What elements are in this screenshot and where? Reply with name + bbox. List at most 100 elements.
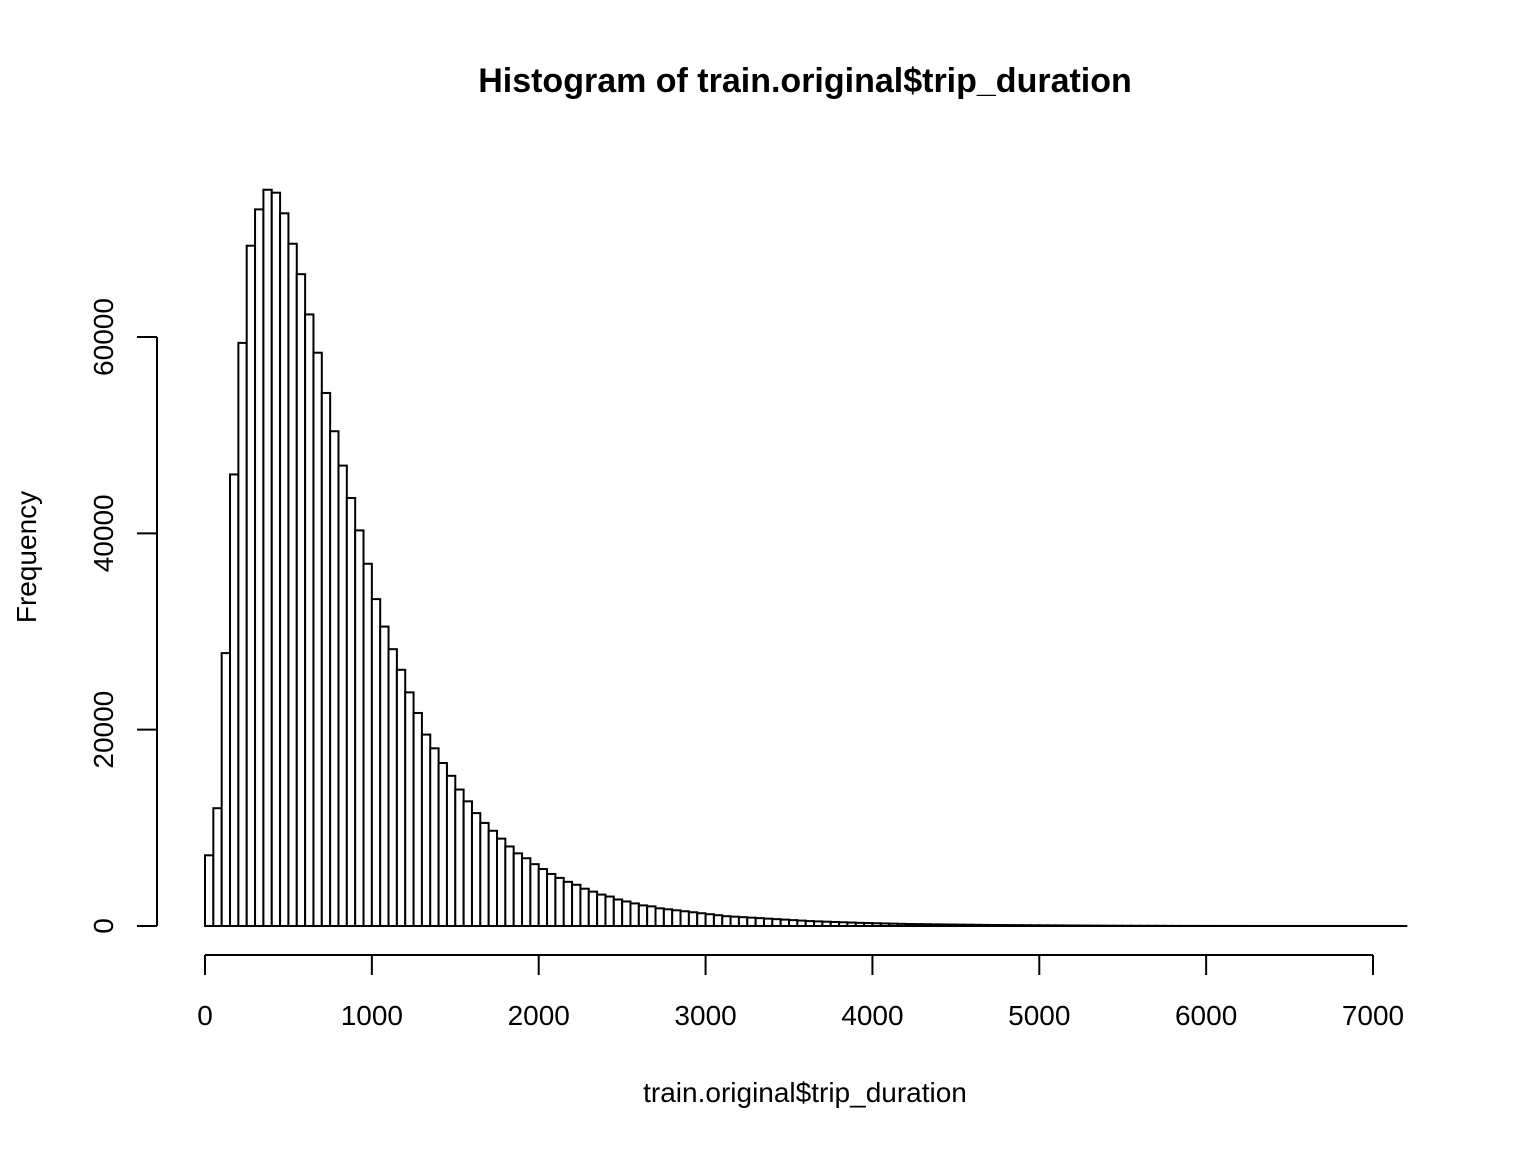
histogram-bar xyxy=(462,800,473,927)
histogram-bar xyxy=(871,922,882,928)
histogram-bar xyxy=(704,913,715,927)
histogram-bar xyxy=(721,915,732,928)
histogram-bar xyxy=(479,821,490,927)
histogram-bar xyxy=(821,920,832,927)
histogram-bar xyxy=(379,625,390,927)
histogram-bar xyxy=(512,852,524,928)
histogram-bar xyxy=(1054,924,1066,928)
x-tick-label: 2000 xyxy=(508,1000,570,1031)
histogram-bar xyxy=(237,341,248,927)
x-tick-label: 7000 xyxy=(1342,1000,1404,1031)
histogram-bar xyxy=(904,923,916,928)
histogram-bar xyxy=(370,598,382,927)
x-tick-label: 3000 xyxy=(674,1000,736,1031)
x-tick-label: 0 xyxy=(197,1000,213,1031)
histogram-bar xyxy=(754,917,765,928)
x-tick-label: 4000 xyxy=(841,1000,903,1031)
histogram-bar xyxy=(879,922,891,928)
histogram-bar xyxy=(470,812,482,928)
chart-title: Histogram of train.original$trip_duratio… xyxy=(478,62,1132,100)
histogram-bar xyxy=(762,917,774,928)
histogram-bar xyxy=(696,912,707,928)
histogram-bar xyxy=(662,908,674,927)
histogram-bar xyxy=(345,496,357,927)
histogram-bar xyxy=(846,921,857,927)
histogram-bar xyxy=(445,774,457,927)
histogram-bar xyxy=(571,883,582,928)
histogram-bar xyxy=(913,923,924,927)
histogram-bar xyxy=(654,907,665,928)
histogram-bar xyxy=(337,464,348,927)
histogram-bar xyxy=(454,788,465,927)
histogram-bar xyxy=(1029,924,1041,927)
histogram-bar xyxy=(404,691,415,928)
histogram-bar xyxy=(504,845,515,927)
histogram-bar xyxy=(712,914,724,927)
histogram-bar xyxy=(1021,924,1032,927)
histogram-bar xyxy=(863,922,874,927)
histogram-bar xyxy=(587,890,599,927)
histogram-bar xyxy=(312,351,323,927)
y-tick-label: 0 xyxy=(88,918,119,934)
histogram-bar xyxy=(1046,924,1057,928)
histogram-bar xyxy=(729,915,740,928)
histogram-bar xyxy=(579,887,590,927)
x-axis: 0 1000 2000 3000 4000 5000 6000 7000 xyxy=(197,954,1404,1031)
histogram-bar xyxy=(204,854,215,928)
histogram-bar xyxy=(220,652,232,927)
y-axis: 0 20000 40000 60000 xyxy=(88,298,158,934)
histogram-bar xyxy=(888,922,899,927)
histogram-bar xyxy=(779,918,791,927)
histogram-bar xyxy=(629,902,640,928)
histogram-bar xyxy=(254,208,265,927)
histogram-bar xyxy=(529,863,540,928)
histogram-bar xyxy=(537,868,549,928)
histogram-bar xyxy=(387,648,398,927)
x-axis-label: train.original$trip_duration xyxy=(643,1077,967,1108)
histogram-bar xyxy=(946,923,957,928)
histogram-bars xyxy=(204,188,1408,928)
histogram-bar xyxy=(546,872,557,928)
histogram-bar xyxy=(746,916,757,927)
x-tick-label: 5000 xyxy=(1008,1000,1070,1031)
histogram-bar xyxy=(687,911,699,927)
histogram-bar xyxy=(429,747,440,928)
histogram-bar xyxy=(1063,924,1074,927)
histogram-bar xyxy=(896,922,907,927)
histogram-bar xyxy=(771,918,782,928)
histogram-bar xyxy=(621,900,632,927)
histogram-bar xyxy=(671,909,682,928)
histogram-bar xyxy=(554,876,565,927)
histogram-bar xyxy=(988,924,999,927)
histogram-bar xyxy=(320,391,332,927)
y-tick-label: 40000 xyxy=(88,494,119,572)
histogram-bar xyxy=(921,923,932,927)
histogram-bar xyxy=(562,880,574,928)
histogram-bar xyxy=(737,916,749,927)
histogram-bar xyxy=(963,923,974,927)
x-tick-label: 1000 xyxy=(341,1000,403,1031)
histogram-bar xyxy=(262,188,273,927)
histogram-bar xyxy=(295,273,307,927)
histogram-bar xyxy=(646,905,657,927)
histogram-bar xyxy=(612,898,624,927)
histogram-bar xyxy=(929,923,941,928)
histogram-bar xyxy=(395,668,407,927)
y-axis-label: Frequency xyxy=(11,491,42,623)
histogram-bar xyxy=(212,807,223,928)
histogram-bar xyxy=(813,920,824,928)
histogram-bar xyxy=(838,921,849,927)
histogram-bar xyxy=(1013,924,1024,928)
histogram-bar xyxy=(596,893,607,928)
histogram-bar xyxy=(354,529,365,927)
histogram-bar xyxy=(788,919,799,927)
histogram-bar xyxy=(521,857,532,928)
histogram-bar xyxy=(1004,924,1016,928)
histogram-bar xyxy=(362,562,373,927)
histogram-bar xyxy=(1038,924,1049,927)
histogram-bar xyxy=(604,895,615,927)
histogram-bar xyxy=(304,313,315,927)
histogram-bar xyxy=(270,191,282,927)
histogram-bar xyxy=(637,904,649,928)
